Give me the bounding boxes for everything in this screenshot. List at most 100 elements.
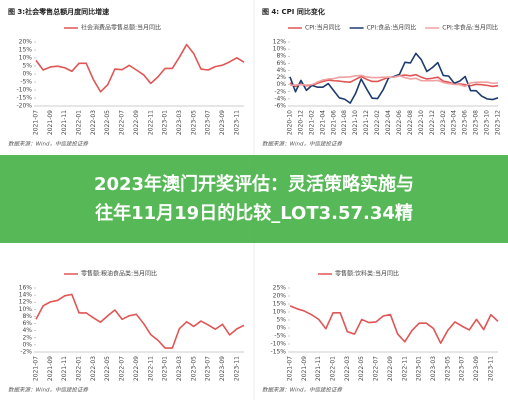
x-tick-label: 2023-03	[430, 356, 437, 381]
x-tick-label: 2023-07	[205, 110, 212, 135]
x-tick-label: 2023-10	[484, 110, 491, 135]
y-tick-label: -10%	[16, 87, 32, 94]
y-tick-label: 14%	[19, 292, 33, 299]
x-tick-label: 2021-09	[301, 356, 308, 381]
source-note: 数据来源：Wind，中信建投证券	[262, 387, 342, 394]
banner-bg	[0, 155, 508, 243]
x-tick-label: 2023-02	[440, 110, 447, 135]
y-tick-label: 10%	[273, 309, 287, 316]
series-line	[289, 52, 499, 104]
x-tick-label: 2022-01	[76, 356, 83, 381]
x-tick-label: 2023-03	[176, 110, 183, 135]
legend-label: 零售额:饮料类:当月同比	[335, 270, 399, 278]
y-tick-label: 15%	[19, 47, 33, 54]
y-tick-label: 8%	[276, 53, 286, 60]
x-tick-label: 2023-05	[444, 356, 451, 381]
y-tick-label: 0%	[22, 341, 32, 348]
x-tick-label: 2023-03	[176, 356, 183, 381]
x-tick-label: 2023-01	[162, 110, 169, 135]
y-tick-label: 10%	[19, 55, 33, 62]
y-tick-label: 25%	[273, 285, 287, 292]
x-tick-label: 2023-09	[219, 110, 226, 135]
x-tick-label: 2022-06	[396, 110, 403, 135]
y-tick-label: -15%	[16, 95, 32, 102]
legend-label: CPI:非食品:当月同比	[442, 24, 498, 32]
x-tick-label: 2021-10	[352, 110, 359, 135]
y-tick-label: -4%	[274, 95, 286, 102]
y-tick-label: 8%	[22, 313, 32, 320]
x-tick-label: 2022-05	[358, 356, 365, 381]
x-tick-label: 2021-07	[33, 110, 40, 135]
x-tick-label: 2023-11	[233, 356, 240, 381]
x-tick-label: 2023-07	[459, 356, 466, 381]
x-tick-label: 2023-12	[495, 110, 502, 135]
x-tick-label: 2021-12	[363, 110, 370, 135]
x-tick-label: 2023-08	[473, 110, 480, 135]
x-tick-label: 2022-11	[147, 110, 154, 135]
x-tick-label: 2021-11	[61, 356, 68, 381]
banner-title: 往年11月19日的比较_LOT3.57.34精	[95, 202, 413, 224]
x-tick-label: 2023-01	[162, 356, 169, 381]
x-tick-label: 2023-11	[487, 356, 494, 381]
series-line	[35, 43, 245, 93]
x-tick-label: 2022-07	[119, 110, 126, 135]
legend-label: 零售额:粮油食品类:当月同比	[81, 270, 157, 278]
x-tick-label: 2021-09	[47, 356, 54, 381]
y-tick-label: 10%	[273, 46, 287, 53]
x-tick-label: 2022-09	[387, 356, 394, 381]
x-tick-label: 2022-12	[429, 110, 436, 135]
x-tick-label: 2022-03	[344, 356, 351, 381]
x-tick-label: 2023-06	[462, 110, 469, 135]
x-tick-label: 2020-10	[287, 110, 294, 135]
legend-label: CPI:当月同比	[305, 24, 341, 32]
x-tick-label: 2022-03	[90, 356, 97, 381]
x-tick-label: 2022-07	[119, 356, 126, 381]
x-tick-label: 2021-11	[61, 110, 68, 135]
x-tick-label: 2022-02	[374, 110, 381, 135]
banner-title: 2023年澳门开奖评估：灵活策略实施与	[94, 173, 414, 195]
x-tick-label: 2021-04	[319, 110, 326, 135]
x-tick-label: 2023-05	[190, 110, 197, 135]
x-tick-label: 2021-07	[33, 356, 40, 381]
legend-label: CPI:食品:当月同比	[367, 24, 417, 32]
y-tick-label: -5%	[274, 333, 286, 340]
x-tick-label: 2022-09	[133, 356, 140, 381]
series-line	[289, 74, 499, 88]
y-tick-label: 6%	[276, 60, 286, 67]
y-tick-label: 10%	[19, 306, 33, 313]
x-tick-label: 2022-08	[407, 110, 414, 135]
x-tick-label: 2023-09	[219, 356, 226, 381]
x-tick-label: 2021-09	[47, 110, 54, 135]
x-tick-label: 2022-05	[104, 356, 111, 381]
source-note: 数据来源：Wind，中信建投证券	[8, 387, 88, 394]
x-tick-label: 2023-07	[205, 356, 212, 381]
y-tick-label: 2%	[276, 74, 286, 81]
y-tick-label: 15%	[273, 301, 287, 308]
charts: 图 3:社会零售总额月度同比增速社会消费品零售总额:当月同比20%15%10%5…	[8, 7, 502, 394]
y-tick-label: 0%	[276, 81, 286, 88]
x-tick-label: 2022-01	[330, 356, 337, 381]
y-tick-label: -5%	[20, 79, 32, 86]
x-tick-label: 2022-05	[104, 110, 111, 135]
x-tick-label: 2022-07	[373, 356, 380, 381]
y-tick-label: 12%	[273, 39, 287, 46]
x-tick-label: 2022-09	[133, 110, 140, 135]
y-tick-label: 16%	[19, 285, 33, 292]
y-tick-label: 6%	[22, 320, 32, 327]
x-tick-label: 2023-09	[473, 356, 480, 381]
y-tick-label: 0%	[22, 71, 32, 78]
chart-title: 图 3:社会零售总额月度同比增速	[8, 7, 109, 16]
x-tick-label: 2023-04	[451, 110, 458, 135]
x-tick-label: 2022-03	[90, 110, 97, 135]
x-tick-label: 2023-01	[416, 356, 423, 381]
y-tick-label: 4%	[276, 67, 286, 74]
source-note: 数据来源：Wind，中信建投证券	[8, 141, 88, 148]
y-tick-label: 20%	[273, 293, 287, 300]
x-tick-label: 2022-11	[401, 356, 408, 381]
series-line	[35, 293, 245, 349]
x-tick-label: 2021-11	[315, 356, 322, 381]
source-note: 数据来源：Wind，中信建投证券	[262, 141, 342, 148]
y-tick-label: 5%	[22, 63, 32, 70]
y-tick-label: 5%	[276, 317, 286, 324]
x-tick-label: 2023-11	[233, 110, 240, 135]
